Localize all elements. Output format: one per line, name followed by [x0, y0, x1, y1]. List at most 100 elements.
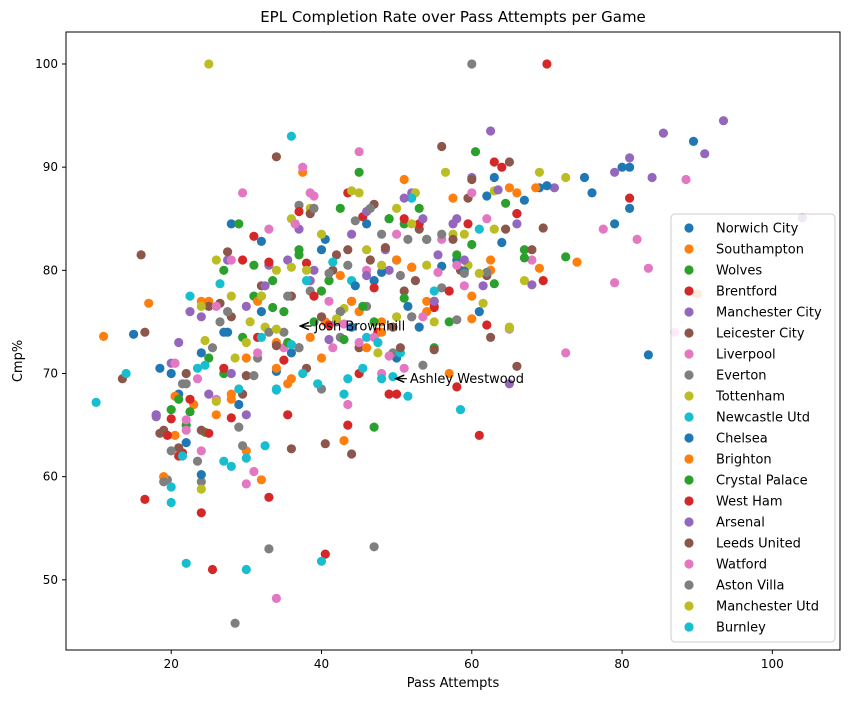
y-tick-label: 60	[43, 470, 58, 484]
data-point	[474, 224, 484, 234]
data-point	[271, 593, 281, 604]
data-point	[373, 337, 383, 348]
data-point	[286, 348, 296, 358]
data-point	[369, 542, 379, 552]
data-point	[482, 267, 492, 277]
legend-marker	[684, 580, 694, 590]
data-point	[286, 131, 296, 141]
data-point	[238, 188, 248, 198]
x-tick-label: 100	[761, 657, 784, 671]
data-point	[99, 331, 109, 341]
data-point	[219, 456, 229, 466]
data-point	[414, 322, 424, 332]
data-point	[422, 296, 432, 306]
data-point	[166, 368, 176, 379]
legend-marker	[684, 370, 694, 380]
data-point	[343, 260, 353, 270]
data-point	[448, 234, 458, 244]
data-point	[226, 394, 236, 404]
data-point	[377, 317, 387, 327]
data-point	[350, 281, 360, 291]
legend-label: Southampton	[716, 243, 804, 258]
data-point	[204, 353, 214, 363]
data-point	[347, 186, 357, 196]
legend-marker	[684, 286, 694, 296]
data-point	[354, 188, 364, 198]
x-axis-label: Pass Attempts	[407, 676, 500, 691]
legend-label: Manchester Utd	[716, 600, 819, 615]
data-point	[444, 368, 454, 379]
data-point	[512, 361, 522, 371]
data-point	[407, 262, 417, 272]
axes: 20 40 60 80 100 50 60 70 80 90 100	[35, 57, 784, 671]
data-point	[249, 260, 259, 270]
data-point	[455, 405, 466, 415]
data-point	[429, 296, 439, 306]
data-point	[181, 558, 191, 568]
data-point	[140, 494, 150, 504]
data-point	[223, 307, 233, 317]
data-point	[489, 172, 499, 183]
data-point	[467, 188, 477, 198]
data-point	[234, 399, 244, 410]
data-point	[392, 312, 402, 322]
data-point	[241, 301, 251, 311]
data-point	[399, 293, 409, 303]
data-point	[452, 250, 462, 260]
data-point	[384, 351, 394, 361]
data-point	[617, 162, 627, 172]
data-point	[362, 270, 372, 281]
data-point	[309, 317, 319, 327]
data-point	[504, 379, 514, 389]
data-point	[377, 267, 387, 277]
data-point	[395, 343, 405, 353]
data-point	[625, 153, 635, 163]
data-point	[234, 422, 244, 432]
data-point	[301, 258, 312, 268]
data-point	[279, 327, 289, 337]
x-tick-label: 20	[164, 657, 179, 671]
data-point	[166, 405, 176, 415]
data-point	[459, 268, 469, 278]
data-point	[185, 394, 195, 404]
legend-label: Manchester City	[716, 306, 822, 321]
series-17	[159, 203, 469, 487]
data-point	[324, 276, 334, 286]
data-point	[335, 203, 345, 213]
data-point	[286, 444, 296, 454]
data-point	[260, 441, 270, 451]
x-tick-label: 40	[314, 657, 329, 671]
y-tick-label: 80	[43, 263, 58, 277]
data-point	[305, 332, 315, 342]
legend-marker	[684, 559, 694, 569]
legend-marker	[684, 391, 694, 401]
legend-label: Brentford	[716, 285, 777, 300]
data-point	[647, 172, 657, 183]
data-point	[339, 436, 349, 446]
data-point	[482, 320, 492, 330]
data-point	[166, 446, 176, 456]
data-point	[437, 283, 447, 293]
data-point	[504, 157, 514, 167]
data-point	[200, 360, 210, 370]
data-point	[418, 214, 428, 224]
annotation-label: Josh Brownhill	[313, 320, 405, 335]
series-18	[196, 59, 514, 406]
data-point	[437, 141, 447, 152]
data-point	[343, 420, 353, 430]
data-point	[226, 255, 236, 265]
data-point	[196, 348, 206, 358]
data-point	[136, 250, 146, 260]
data-point	[422, 234, 432, 244]
data-point	[482, 191, 492, 201]
data-point	[260, 281, 270, 291]
data-point	[392, 389, 402, 399]
data-point	[497, 162, 507, 172]
data-point	[482, 214, 492, 224]
data-point	[549, 183, 560, 193]
data-point	[467, 291, 477, 301]
data-point	[256, 236, 266, 246]
data-point	[226, 219, 236, 229]
data-point	[271, 324, 281, 334]
data-point	[399, 193, 409, 203]
